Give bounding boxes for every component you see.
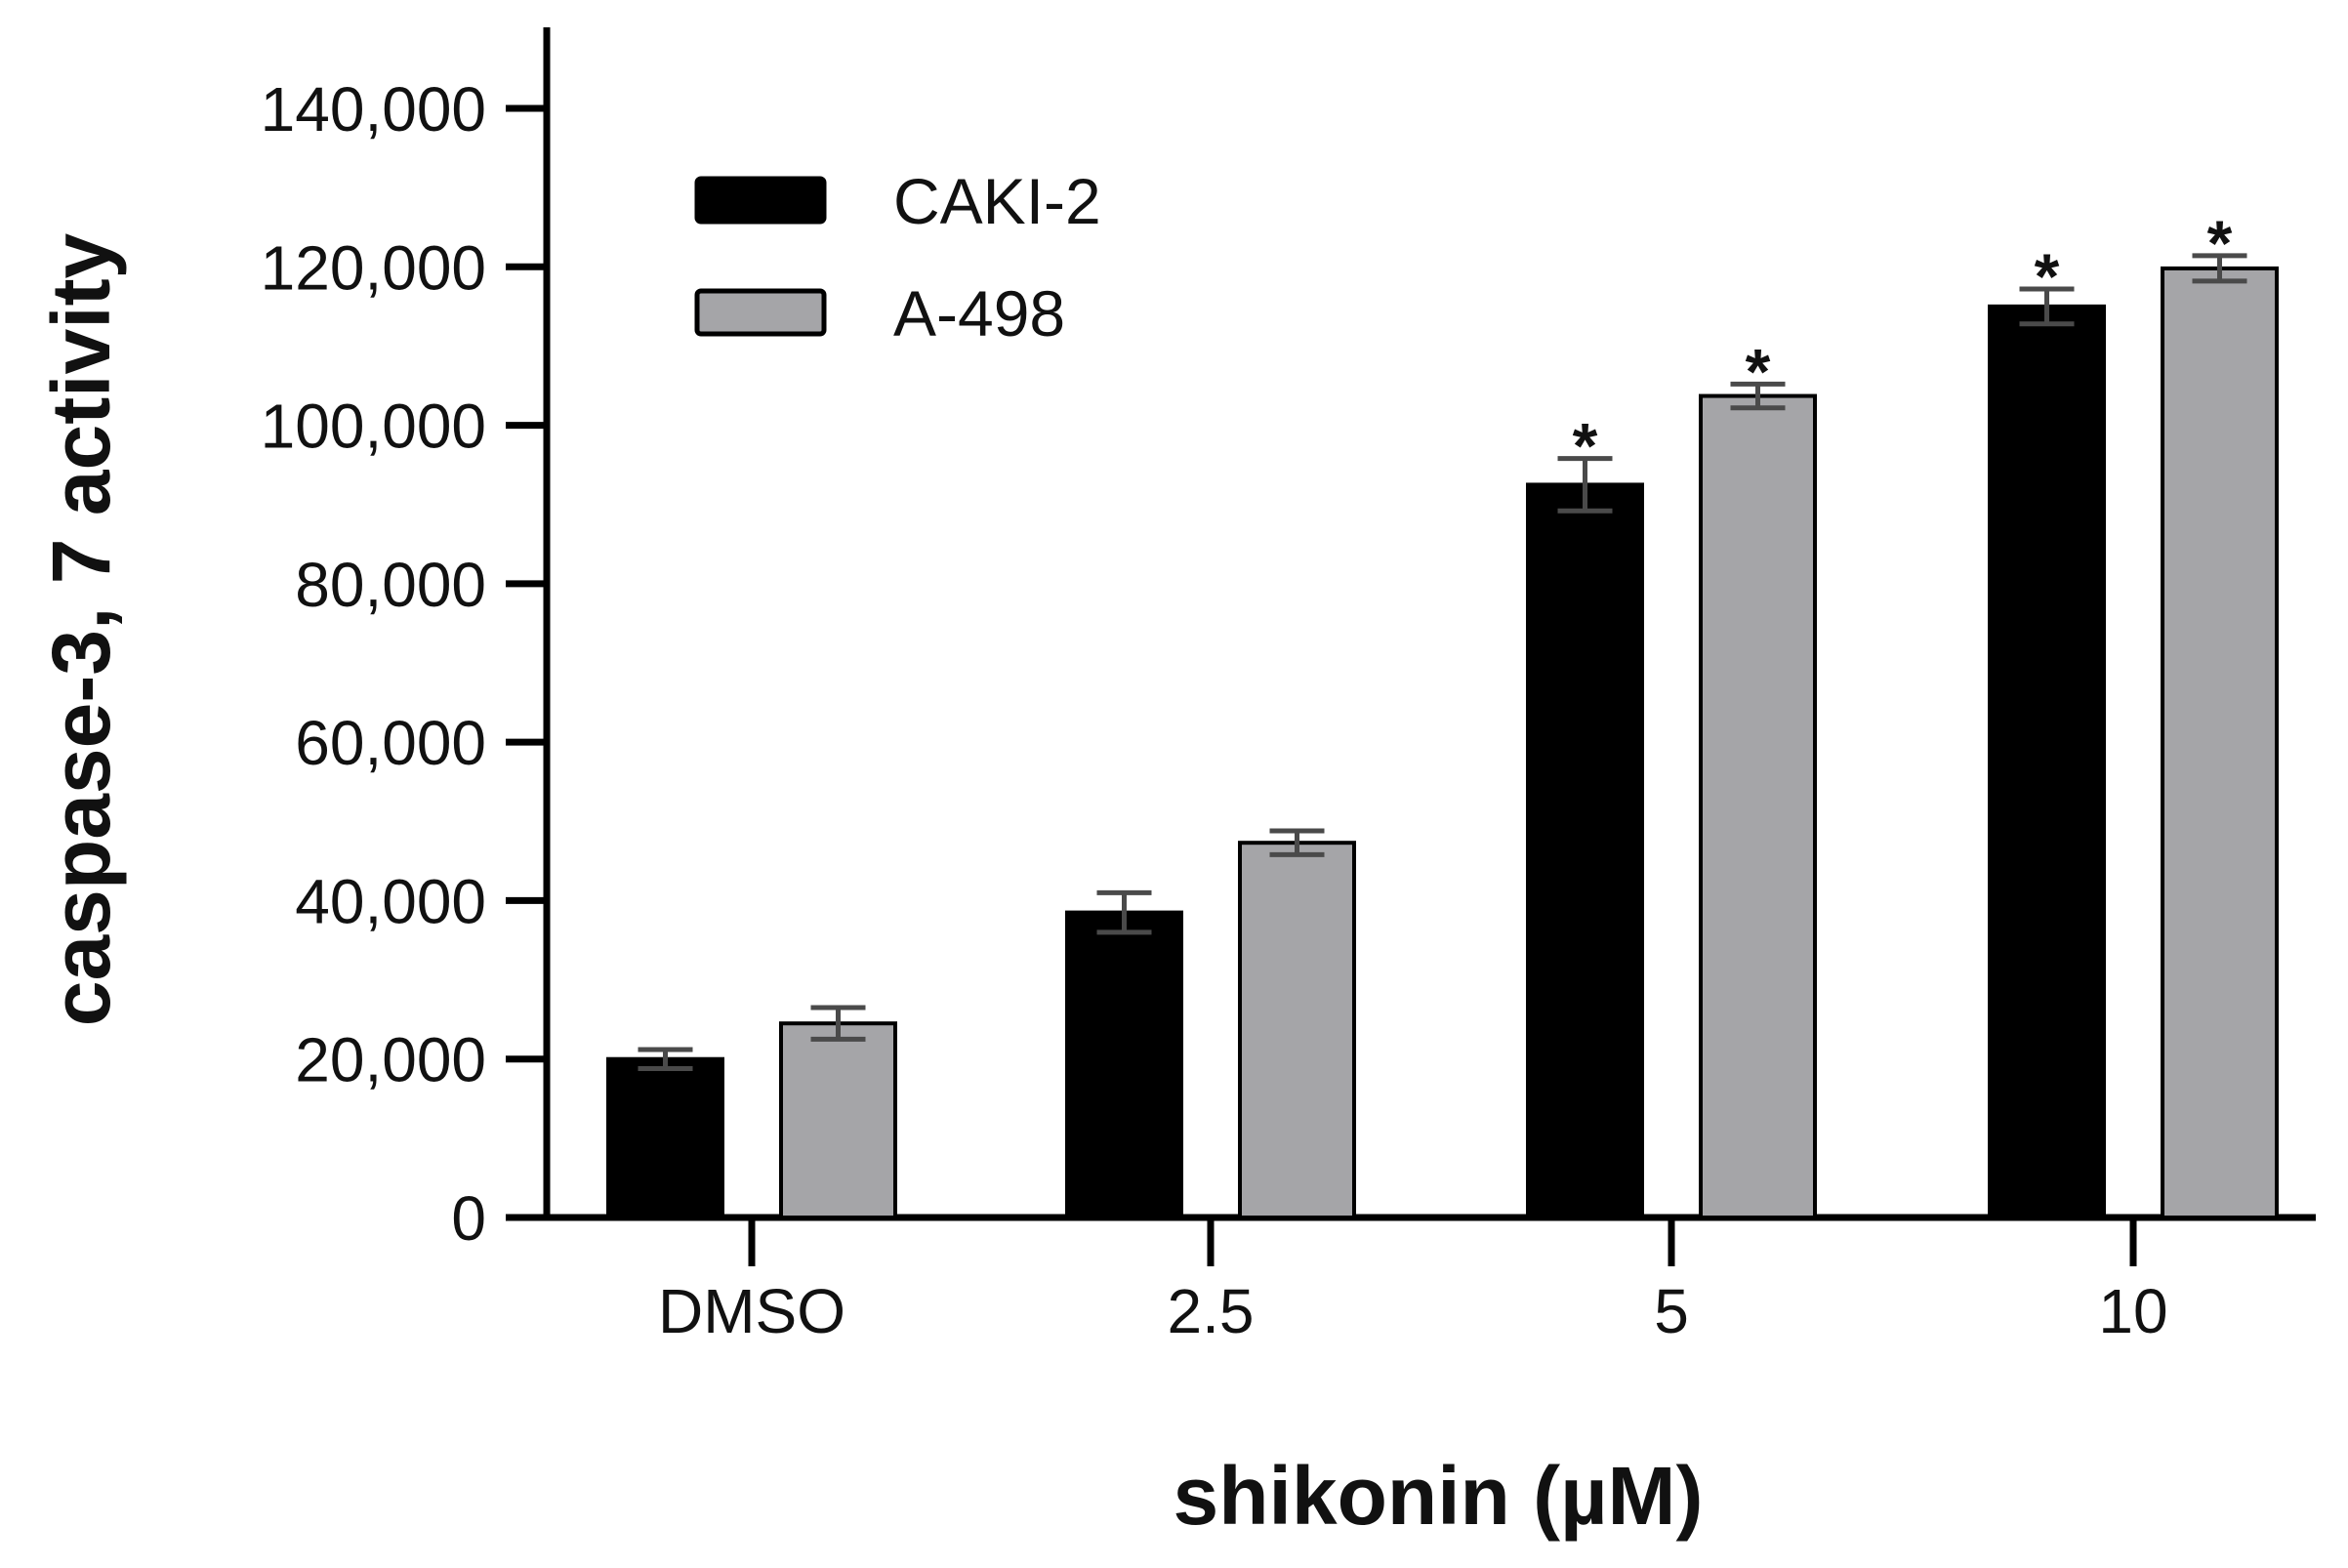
y-tick-label: 80,000 [295, 550, 486, 620]
bars [606, 266, 2279, 1220]
legend-swatch-caki-2 [694, 176, 827, 225]
legend-swatch-a-498 [694, 288, 827, 337]
y-tick-label: 40,000 [295, 866, 486, 936]
y-tick-label: 120,000 [261, 232, 486, 303]
x-tick-label-dmso: DMSO [658, 1276, 845, 1346]
legend-label-caki-2: CAKI-2 [893, 165, 1101, 237]
x-axis-title: shikonin (µM) [1173, 1450, 1703, 1542]
significance-mark-caki-2-5: * [1573, 410, 1598, 482]
legend-label-a-498: A-498 [893, 277, 1065, 350]
y-tick-label: 0 [451, 1183, 486, 1254]
significance-mark-a-498-5: * [1746, 335, 1771, 407]
bar-caki-2-dmso [606, 1056, 724, 1219]
error-bar-caki-2-10 [2019, 286, 2075, 327]
bar-a-498-5 [1699, 393, 1817, 1219]
y-axis: 0 20,000 40,000 60,000 80,000 100,000 120,000 1… [261, 27, 551, 1254]
error-bar-caki-2-2-5 [1096, 889, 1152, 935]
y-tick-label: 20,000 [295, 1025, 486, 1095]
bar-a-498-10 [2161, 266, 2279, 1219]
bar-caki-2-10 [1988, 304, 2106, 1220]
x-tick-label-10: 10 [2098, 1276, 2167, 1346]
significance-mark-a-498-10: * [2207, 207, 2233, 279]
significance-mark-caki-2-10: * [2035, 240, 2060, 312]
x-tick-label-5: 5 [1654, 1276, 1689, 1346]
error-bars [638, 253, 2247, 1071]
significance-marks: * * * * [1573, 207, 2233, 482]
error-bar-a-498-5 [1730, 381, 1786, 411]
error-bar-caki-2-5 [1557, 456, 1613, 514]
y-tick-label: 140,000 [261, 74, 486, 144]
y-axis-title: caspase-3, 7 activity [35, 232, 127, 1026]
bar-a-498-2-5 [1238, 841, 1356, 1219]
legend: CAKI-2 A-498 [694, 165, 1101, 350]
error-bar-a-498-2-5 [1269, 828, 1325, 857]
y-tick-label: 60,000 [295, 708, 486, 778]
x-tick-label-2-5: 2.5 [1168, 1276, 1255, 1346]
bar-caki-2-2-5 [1065, 910, 1183, 1219]
error-bar-a-498-dmso [810, 1005, 866, 1042]
bar-a-498-dmso [779, 1021, 897, 1219]
error-bar-caki-2-dmso [638, 1047, 693, 1071]
y-tick-label: 100,000 [261, 392, 486, 462]
error-bar-a-498-10 [2192, 253, 2247, 284]
bar-caki-2-5 [1526, 482, 1644, 1219]
